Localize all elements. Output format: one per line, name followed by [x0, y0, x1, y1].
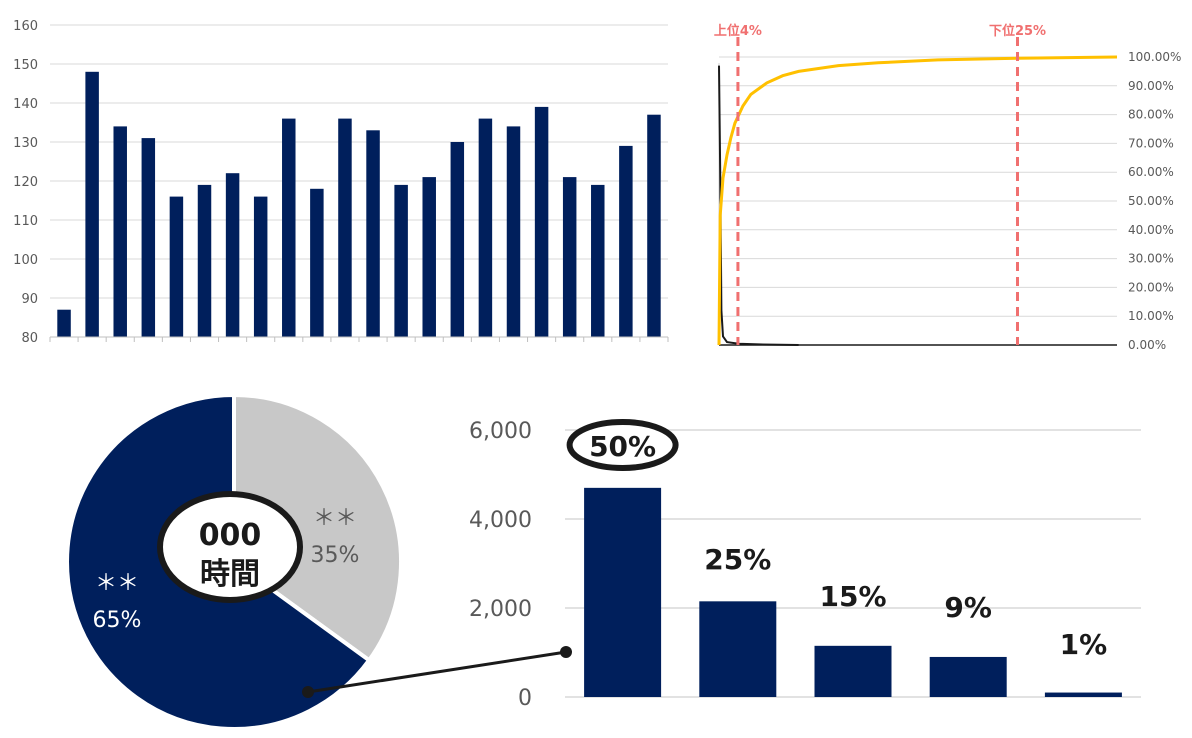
pie-slice-label: ＊＊	[313, 506, 357, 531]
pie-to-bar-connector	[302, 646, 572, 698]
pie-center-unit: 時間	[200, 557, 260, 592]
top-right-black-series	[718, 65, 799, 346]
bar	[282, 118, 296, 337]
y2-tick-label: 10.00%	[1128, 309, 1174, 323]
bar	[562, 177, 577, 337]
top-right-y2-ticks: 0.00% 10.00% 20.00% 30.00% 40.00% 50.00% 60.00…	[1128, 50, 1181, 352]
pie-slice	[232, 392, 404, 663]
bar	[366, 130, 380, 337]
y2-tick-label: 0.00%	[1128, 338, 1166, 352]
pie-slice-percent: 65%	[93, 608, 142, 633]
bar	[57, 309, 71, 337]
pie-slice-labels: ＊＊ 35% ＊＊ 65%	[93, 506, 360, 633]
y-tick-label: 100	[13, 253, 38, 268]
bottom-right-y-ticks: 0 2,000 4,000 6,000	[469, 419, 532, 711]
top-right-gridlines	[719, 56, 1117, 317]
bar	[584, 487, 662, 697]
pie-center-badge	[157, 491, 303, 603]
y2-tick-label: 40.00%	[1128, 223, 1174, 237]
connector-line	[307, 650, 567, 694]
bar-data-label: 9%	[944, 591, 992, 624]
top-left-bar-chart: 80 90 100 110 120 130 140 150 160	[13, 19, 669, 346]
top-left-y-ticks: 80 90 100 110 120 130 140 150 160	[13, 19, 38, 346]
top-right-cumulative-series	[717, 55, 1118, 346]
bar	[1044, 692, 1122, 697]
bar	[225, 173, 240, 337]
pie-chart: ＊＊ 35% ＊＊ 65% 000 時間	[65, 392, 404, 731]
marker-label: 上位4%	[714, 23, 762, 39]
bar	[141, 138, 156, 337]
bar	[422, 177, 436, 337]
bar-data-label: 15%	[819, 580, 886, 613]
bar	[699, 601, 777, 697]
y-tick-label: 150	[13, 58, 38, 73]
bar-data-label: 1%	[1060, 628, 1108, 661]
bar	[647, 114, 661, 337]
y-tick-label: 4,000	[469, 508, 532, 533]
bar	[338, 118, 352, 337]
y-tick-label: 160	[13, 19, 38, 34]
y-tick-label: 120	[13, 175, 38, 190]
bar	[478, 118, 493, 337]
y2-tick-label: 20.00%	[1128, 280, 1174, 294]
y2-tick-label: 90.00%	[1128, 79, 1174, 93]
bar-data-label: 50%	[589, 430, 656, 463]
bar	[929, 656, 1007, 697]
bar-data-label: 25%	[704, 543, 771, 576]
y-tick-label: 2,000	[469, 597, 532, 622]
y-tick-label: 0	[518, 686, 532, 711]
y2-tick-label: 50.00%	[1128, 194, 1174, 208]
y-tick-label: 80	[21, 331, 38, 346]
bar	[506, 126, 521, 338]
y2-tick-label: 60.00%	[1128, 165, 1174, 179]
top-left-bars	[57, 71, 661, 338]
bar	[85, 71, 99, 338]
bar	[394, 184, 408, 337]
bar	[197, 184, 212, 337]
pie-slice-label: ＊＊	[95, 571, 139, 596]
bottom-right-bar-chart: 0 2,000 4,000 6,000 50% 25% 15% 9% 1%	[469, 419, 1141, 711]
top-right-cumulative-chart: 0.00% 10.00% 20.00% 30.00% 40.00% 50.00% 60.00…	[714, 23, 1182, 352]
bar	[534, 106, 549, 338]
y2-tick-label: 30.00%	[1128, 252, 1174, 266]
y2-tick-label: 80.00%	[1128, 108, 1174, 122]
y-tick-label: 140	[13, 97, 38, 112]
pie-center-number: 000	[199, 518, 262, 553]
y-tick-label: 90	[21, 292, 38, 307]
bar	[253, 196, 268, 337]
y-tick-label: 6,000	[469, 419, 532, 444]
pie-slice-percent: 35%	[311, 543, 360, 568]
bottom-right-data-labels: 50% 25% 15% 9% 1%	[589, 430, 1107, 661]
top-right-markers: 上位4% 下位25%	[714, 23, 1046, 345]
bar	[450, 142, 465, 337]
connector-dot-start	[302, 686, 314, 698]
bar	[310, 188, 324, 337]
bar	[591, 184, 605, 337]
connector-dot-end	[560, 646, 572, 658]
bottom-right-bars	[584, 487, 1122, 697]
highlight-ellipse	[566, 419, 679, 471]
bar	[619, 145, 633, 337]
bar	[814, 645, 892, 697]
top-left-x-tick-marks	[49, 337, 669, 342]
y-tick-label: 110	[13, 214, 38, 229]
marker-label: 下位25%	[989, 23, 1046, 39]
y2-tick-label: 100.00%	[1128, 50, 1181, 64]
bar	[113, 126, 127, 338]
bar	[169, 196, 184, 337]
y-tick-label: 130	[13, 136, 38, 151]
y2-tick-label: 70.00%	[1128, 136, 1174, 150]
